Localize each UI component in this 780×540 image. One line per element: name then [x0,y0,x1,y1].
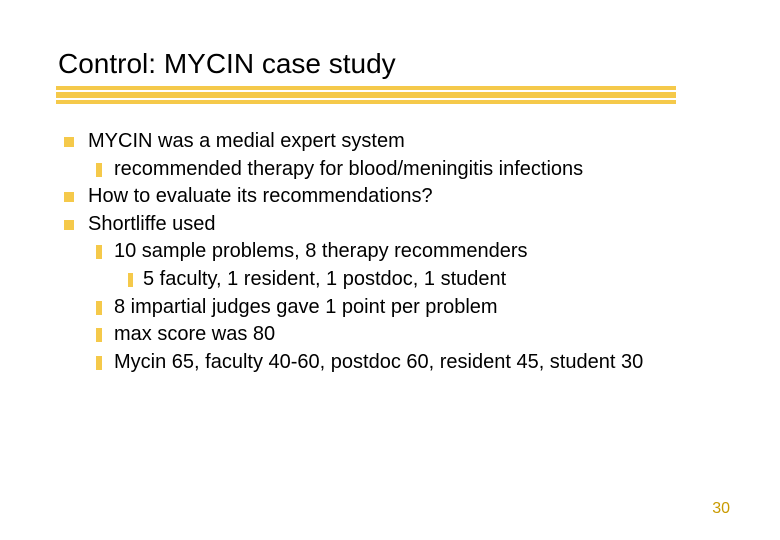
list-item: MYCIN was a medial expert system [64,128,722,156]
underline-stripe-2 [56,92,676,98]
list-item-text: Mycin 65, faculty 40-60, postdoc 60, res… [114,349,643,377]
bullet-bar-icon [128,273,133,287]
bullet-square-icon [64,137,74,147]
title-underline [56,86,676,106]
list-item-text: How to evaluate its recommendations? [88,183,433,211]
bullet-bar-icon [96,301,102,315]
list-item-text: Shortliffe used [88,211,216,239]
list-item: Mycin 65, faculty 40-60, postdoc 60, res… [96,349,722,377]
bullet-list: MYCIN was a medial expert system recomme… [64,128,722,376]
list-item: Shortliffe used [64,211,722,239]
bullet-bar-icon [96,245,102,259]
underline-stripe-3 [56,100,676,104]
slide: Control: MYCIN case study MYCIN was a me… [0,0,780,540]
bullet-bar-icon [96,356,102,370]
list-item-text: MYCIN was a medial expert system [88,128,405,156]
slide-body: MYCIN was a medial expert system recomme… [64,128,722,376]
list-item-text: max score was 80 [114,321,275,349]
list-item: How to evaluate its recommendations? [64,183,722,211]
bullet-square-icon [64,192,74,202]
page-number: 30 [712,500,730,518]
list-item: max score was 80 [96,321,722,349]
list-item-text: 8 impartial judges gave 1 point per prob… [114,294,498,322]
list-item: 5 faculty, 1 resident, 1 postdoc, 1 stud… [128,266,722,294]
slide-title: Control: MYCIN case study [58,48,722,80]
list-item: recommended therapy for blood/meningitis… [96,156,722,184]
bullet-bar-icon [96,328,102,342]
list-item-text: 10 sample problems, 8 therapy recommende… [114,238,528,266]
underline-stripe-1 [56,86,676,90]
bullet-bar-icon [96,163,102,177]
list-item: 10 sample problems, 8 therapy recommende… [96,238,722,266]
list-item-text: recommended therapy for blood/meningitis… [114,156,583,184]
list-item: 8 impartial judges gave 1 point per prob… [96,294,722,322]
bullet-square-icon [64,220,74,230]
list-item-text: 5 faculty, 1 resident, 1 postdoc, 1 stud… [143,266,506,294]
